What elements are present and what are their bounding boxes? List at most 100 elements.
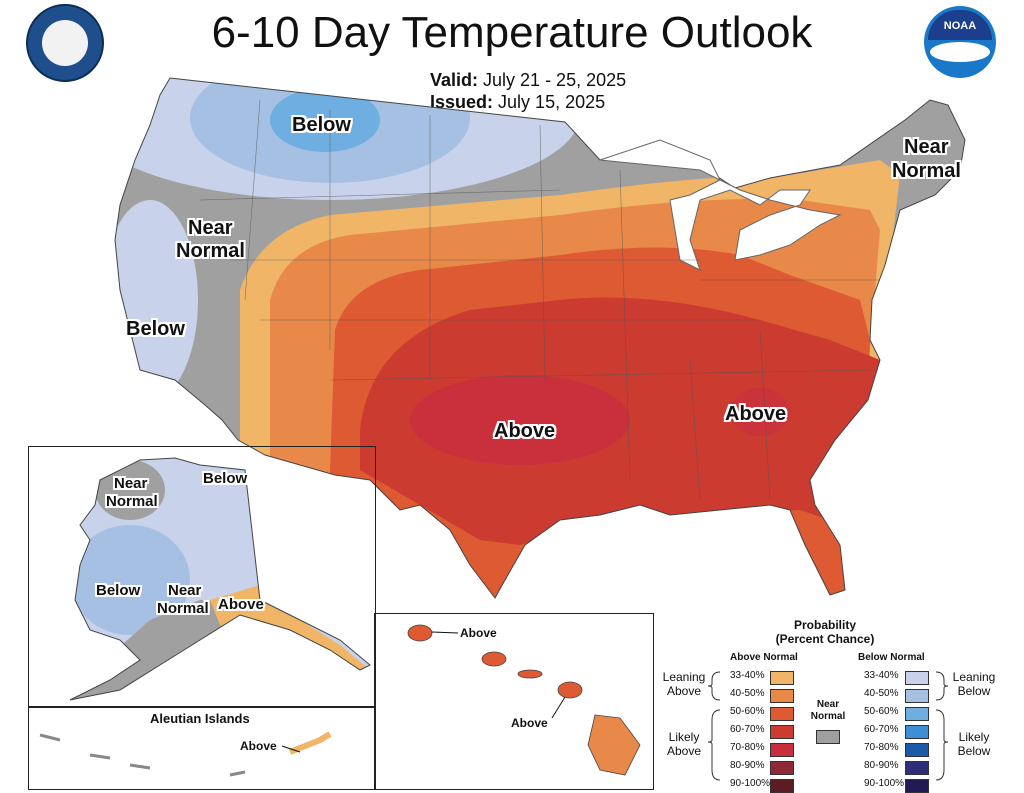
legend-near-normal-1: Near [816,699,840,710]
aleutian-title: Aleutian Islands [150,711,250,726]
legend-below-range-label: 40-50% [864,688,899,699]
ak-label-below-west: Below [96,582,141,599]
alaska-leaning-above [210,585,370,670]
ak-label-near-normal-s-2: Normal [157,600,209,617]
legend-likely-below-1: Likely [958,730,990,744]
legend-likely-above-1: Likely [668,730,700,744]
hawaii-pointer-north [431,631,459,634]
page-title: 6-10 Day Temperature Outlook [211,8,813,57]
kauai-island [407,624,433,642]
issued-label: Issued: [430,92,494,112]
alaska-near-normal-north [95,460,165,520]
aleutian-label-above: Above [240,739,277,753]
map-label-near-normal-ne-2: Normal [892,160,961,182]
brace-likely-below [935,709,949,781]
ak-label-below-north: Below [203,470,248,487]
brace-leaning-above [707,671,721,701]
legend-above-range-label: 90-100% [730,778,771,789]
map-label-below-west: Below [126,318,185,340]
legend-likely-below-2: Below [957,743,991,758]
hawaii-inset [374,613,654,790]
aleutian-islands-above [288,731,332,755]
maui-island [557,681,583,699]
issued-value: July 15, 2025 [498,92,606,112]
legend-below-range-label: 70-80% [864,742,899,753]
hawaii-label-north: Above [460,626,497,640]
map-label-near-normal-west-2: Normal [176,240,245,262]
legend-leaning-below: Leaning Below [950,670,998,699]
below-50-north [270,88,380,152]
aleutian-inset [28,706,376,790]
legend-above-swatch [770,689,794,703]
legend-above-range-label: 80-90% [730,760,765,771]
legend-leaning-below-1: Leaning [952,670,996,684]
legend-near-normal-swatch [816,730,840,744]
map-label-above-south: Above [494,420,556,442]
above-70-south [410,375,630,465]
legend-above-range-label: 60-70% [730,724,765,735]
brace-leaning-below [935,671,949,701]
legend-above-swatch [770,761,794,775]
big-island [587,714,641,776]
legend-above-range-label: 70-80% [730,742,765,753]
commerce-seal-logo [26,4,104,82]
legend-below-range-label: 90-100% [864,778,905,789]
aleutian-pointer [281,745,301,753]
noaa-logo-text: NOAA [943,20,977,32]
legend-leaning-above-2: Above [666,683,702,698]
seagull-icon [930,42,990,62]
noaa-logo: NOAA [924,6,996,78]
valid-label: Valid: [430,70,479,90]
legend-below-range-label: 33-40% [864,670,899,681]
legend-likely-above-2: Above [666,743,702,758]
alaska-below-40 [70,525,190,635]
alaska-outline [69,457,371,701]
legend-below-range-label: 50-60% [864,706,899,717]
legend-above-range-label: 50-60% [730,706,765,717]
aleutian-islands-west [39,733,246,777]
legend-leaning-below-2: Below [957,683,991,698]
map-label-near-normal-west-1: Near [188,217,233,239]
above-70-east [730,388,790,436]
legend-above-range-label: 33-40% [730,670,765,681]
conus-outline [114,77,966,599]
legend-title-1: Probability [793,618,856,632]
map-label-below-north: Below [292,114,351,136]
legend-leaning-above-1: Leaning [662,670,706,684]
map-label-above-east: Above [725,403,787,425]
alaska-inset [28,446,376,708]
molokai-island [517,669,543,679]
great-lakes [599,139,842,271]
legend-below-swatch [905,761,929,775]
eagle-icon [42,20,88,66]
legend-above-swatch [770,671,794,685]
valid-value: July 21 - 25, 2025 [483,70,627,90]
hawaii-pointer-south [551,696,566,719]
legend-below-swatch [905,671,929,685]
ak-label-above: Above [218,596,264,613]
ak-label-near-normal-1: Near [114,475,148,492]
issued-date: Issued: July 15, 2025 [430,92,605,113]
legend-below-swatch [905,743,929,757]
hawaii-label-south: Above [511,716,548,730]
legend-near-normal-2: Normal [810,710,846,722]
legend-below-range-label: 80-90% [864,760,899,771]
state-boundaries [199,99,880,501]
legend-above-range-label: 40-50% [730,688,765,699]
legend-above-swatch [770,707,794,721]
legend-above-swatch [770,725,794,739]
ak-label-near-normal-s-1: Near [168,582,202,599]
map-label-near-normal-ne-1: Near [904,136,949,158]
legend-below-range-label: 60-70% [864,724,899,735]
legend-below-swatch [905,725,929,739]
legend-below-swatch [905,707,929,721]
ak-label-near-normal-2: Normal [106,493,158,510]
legend-above-swatch [770,743,794,757]
outlook-shading [115,78,965,598]
